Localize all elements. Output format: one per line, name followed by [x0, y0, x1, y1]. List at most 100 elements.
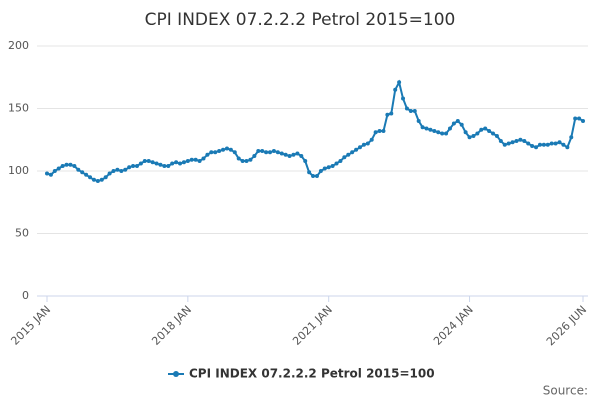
point	[494, 134, 499, 138]
point	[404, 106, 409, 111]
point	[498, 139, 503, 143]
point	[459, 122, 464, 127]
point	[299, 154, 304, 158]
point	[537, 142, 542, 147]
y-tick-label: 100	[8, 164, 29, 177]
point	[510, 140, 515, 145]
point	[311, 174, 316, 178]
point	[252, 154, 257, 158]
point	[338, 159, 343, 163]
point	[205, 152, 210, 157]
point	[581, 119, 585, 123]
point	[491, 131, 496, 136]
point	[471, 134, 476, 138]
x-tick-label: 2024 JAN	[431, 303, 476, 348]
point	[91, 177, 96, 182]
point	[553, 141, 558, 146]
point	[518, 137, 523, 142]
point	[369, 137, 374, 142]
point	[385, 112, 390, 117]
point	[88, 175, 93, 180]
point	[178, 161, 183, 166]
point	[365, 141, 370, 146]
x-tick-label: 2018 JAN	[149, 303, 194, 348]
point	[107, 171, 112, 176]
point	[228, 147, 233, 152]
point	[346, 152, 351, 157]
point	[561, 142, 566, 147]
point	[502, 142, 507, 147]
point	[467, 135, 472, 140]
point	[134, 164, 139, 168]
point	[142, 159, 147, 163]
point	[377, 129, 382, 133]
point	[201, 156, 206, 161]
point	[279, 151, 284, 156]
point	[303, 159, 308, 163]
point	[420, 125, 425, 130]
point	[166, 164, 171, 168]
point	[483, 126, 488, 131]
point	[573, 116, 578, 121]
point	[416, 119, 421, 123]
point	[224, 146, 229, 151]
point	[350, 150, 355, 155]
point	[162, 164, 167, 168]
point	[52, 169, 57, 173]
point	[95, 179, 100, 183]
point	[193, 157, 198, 162]
point	[209, 150, 214, 155]
point	[260, 149, 265, 153]
point	[514, 139, 519, 143]
point	[72, 164, 77, 168]
point	[64, 162, 69, 167]
point	[287, 154, 292, 158]
point	[318, 169, 323, 173]
point	[565, 145, 570, 150]
y-tick-label: 150	[8, 102, 29, 115]
point	[444, 131, 449, 136]
point	[322, 166, 327, 171]
point	[256, 149, 261, 153]
point	[354, 147, 359, 152]
point	[275, 150, 280, 155]
point	[248, 157, 253, 162]
point	[428, 127, 433, 132]
point	[307, 170, 312, 175]
x-tick-label: 2021 JAN	[290, 303, 335, 348]
point	[314, 174, 319, 178]
point	[283, 152, 288, 157]
point	[530, 144, 535, 148]
point	[99, 177, 104, 182]
point	[534, 145, 539, 150]
point	[244, 159, 249, 163]
point	[432, 129, 437, 133]
point	[240, 159, 245, 163]
point	[330, 164, 335, 168]
point	[401, 96, 406, 101]
point	[487, 129, 492, 133]
point	[181, 160, 186, 165]
point	[221, 147, 226, 152]
point	[342, 155, 347, 160]
point	[577, 116, 582, 121]
point	[197, 159, 202, 163]
y-tick-label: 200	[8, 39, 29, 52]
point	[436, 130, 441, 135]
point	[103, 175, 108, 180]
point	[119, 169, 124, 173]
point	[326, 165, 331, 170]
point	[440, 131, 445, 136]
point	[80, 170, 85, 175]
point	[45, 171, 49, 176]
point	[541, 142, 546, 147]
point	[522, 139, 527, 143]
point	[236, 156, 241, 161]
point	[549, 141, 554, 146]
point	[291, 152, 296, 157]
point	[357, 145, 362, 150]
point	[56, 166, 61, 171]
legend-label: CPI INDEX 07.2.2.2 Petrol 2015=100	[189, 367, 435, 381]
point	[557, 140, 562, 145]
point	[506, 141, 511, 146]
